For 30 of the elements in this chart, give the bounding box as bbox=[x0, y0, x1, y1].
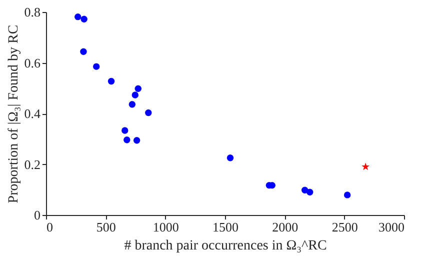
point bbox=[80, 16, 88, 22]
point bbox=[306, 188, 314, 196]
x-tick-label: 1000 bbox=[152, 220, 179, 234]
x-tick-label: 1500 bbox=[212, 220, 238, 234]
point bbox=[122, 127, 128, 134]
point bbox=[74, 13, 82, 20]
point bbox=[124, 136, 130, 144]
point bbox=[134, 85, 142, 92]
x-tick-label: 500 bbox=[96, 220, 116, 234]
y-tick-label: 0.6 bbox=[24, 55, 41, 70]
x-tick-label: 3000 bbox=[378, 220, 404, 234]
point bbox=[93, 63, 100, 70]
y-tick-label: 0.4 bbox=[24, 106, 41, 121]
y-tick-label: 0 bbox=[34, 208, 40, 222]
point bbox=[108, 78, 115, 85]
point bbox=[128, 101, 136, 108]
point bbox=[133, 137, 140, 144]
point bbox=[344, 192, 351, 198]
point bbox=[132, 92, 138, 98]
x-axis-title: # branch pair occurrences in Ω₃^RC bbox=[124, 238, 327, 254]
y-tick-label: 0.2 bbox=[24, 156, 40, 172]
x-tick-label: 2500 bbox=[332, 220, 358, 234]
x-tick-label: 0 bbox=[46, 220, 53, 234]
point bbox=[226, 154, 234, 162]
point bbox=[80, 48, 87, 55]
point bbox=[362, 162, 370, 170]
x-tick-label: 2000 bbox=[272, 220, 298, 234]
y-tick-label: 0.8 bbox=[24, 4, 40, 20]
y-axis-title: Proportion of |Ω₃| Found by RC bbox=[6, 24, 22, 204]
point bbox=[145, 109, 152, 116]
